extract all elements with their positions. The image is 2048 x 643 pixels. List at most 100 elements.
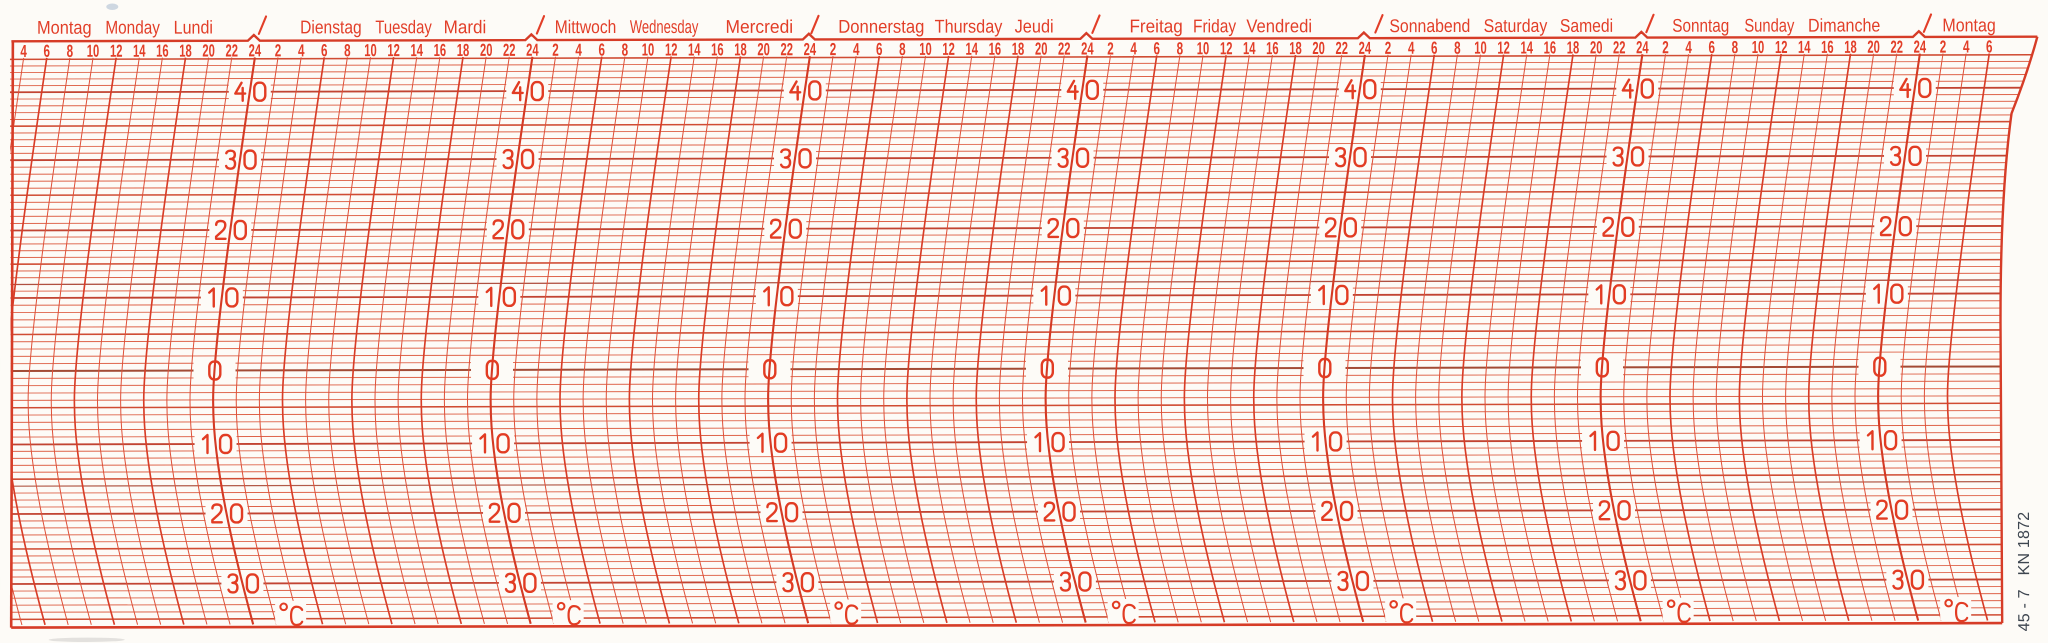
svg-text:10: 10: [87, 41, 100, 61]
svg-text:10: 10: [1197, 38, 1210, 58]
svg-text:24: 24: [526, 40, 539, 60]
svg-text:6: 6: [1154, 38, 1161, 58]
svg-text:14: 14: [1243, 38, 1256, 58]
svg-text:6: 6: [876, 39, 883, 59]
svg-text:20: 20: [1312, 38, 1325, 58]
svg-text:16: 16: [1266, 38, 1279, 58]
svg-text:16: 16: [711, 39, 724, 59]
svg-text:8: 8: [1732, 37, 1739, 57]
svg-text:20: 20: [1867, 37, 1880, 57]
svg-text:18: 18: [1567, 37, 1580, 57]
svg-text:2: 2: [552, 40, 559, 60]
svg-text:Sunday: Sunday: [1744, 15, 1795, 36]
svg-text:6: 6: [44, 41, 51, 61]
svg-text:10: 10: [1752, 37, 1765, 57]
svg-text:Jeudi: Jeudi: [1015, 16, 1054, 37]
svg-text:Mercredi: Mercredi: [725, 16, 793, 37]
svg-text:20: 20: [1035, 39, 1048, 59]
svg-text:4: 4: [1130, 38, 1137, 58]
svg-text:16: 16: [156, 41, 169, 61]
svg-text:2: 2: [1940, 37, 1947, 57]
svg-text:Sonntag: Sonntag: [1672, 15, 1729, 36]
svg-text:24: 24: [1081, 39, 1094, 59]
svg-text:10: 10: [1474, 38, 1487, 58]
svg-text:22: 22: [1336, 38, 1349, 58]
svg-text:4: 4: [575, 40, 582, 60]
svg-text:Vendredi: Vendredi: [1246, 15, 1312, 36]
svg-text:16: 16: [989, 39, 1002, 59]
svg-text:4: 4: [1408, 38, 1415, 58]
svg-text:22: 22: [226, 40, 239, 60]
svg-text:2: 2: [1385, 38, 1392, 58]
svg-text:22: 22: [1613, 37, 1626, 57]
svg-text:14: 14: [688, 39, 701, 59]
svg-text:Donnerstag: Donnerstag: [838, 16, 924, 37]
svg-text:14: 14: [411, 40, 424, 60]
svg-text:Freitag: Freitag: [1129, 15, 1182, 36]
svg-text:18: 18: [1012, 39, 1025, 59]
svg-text:Thursday: Thursday: [935, 16, 1003, 37]
svg-text:12: 12: [1775, 37, 1788, 57]
svg-text:24: 24: [249, 40, 262, 60]
svg-text:4: 4: [1685, 37, 1692, 57]
svg-text:8: 8: [899, 39, 906, 59]
svg-text:4: 4: [298, 40, 305, 60]
svg-text:45 - 7 KN 1872: 45 - 7 KN 1872: [2016, 512, 2033, 632]
svg-text:2: 2: [1107, 38, 1114, 58]
svg-text:2: 2: [1662, 37, 1669, 57]
svg-text:6: 6: [1986, 36, 1993, 56]
svg-text:Wednesday: Wednesday: [630, 16, 699, 37]
svg-text:Sonnabend: Sonnabend: [1389, 15, 1470, 36]
svg-text:12: 12: [1220, 38, 1233, 58]
svg-text:22: 22: [503, 40, 516, 60]
svg-text:8: 8: [622, 40, 629, 60]
svg-text:18: 18: [1289, 38, 1302, 58]
svg-text:20: 20: [202, 41, 215, 61]
svg-text:16: 16: [434, 40, 447, 60]
svg-text:Samedi: Samedi: [1560, 15, 1613, 36]
svg-text:20: 20: [1590, 37, 1603, 57]
svg-text:6: 6: [599, 40, 606, 60]
svg-text:10: 10: [364, 40, 377, 60]
svg-text:8: 8: [1177, 38, 1184, 58]
svg-text:Friday: Friday: [1193, 15, 1237, 36]
svg-text:8: 8: [1454, 38, 1461, 58]
svg-text:18: 18: [457, 40, 470, 60]
svg-text:6: 6: [321, 40, 328, 60]
svg-text:2: 2: [830, 39, 837, 59]
svg-text:12: 12: [1497, 38, 1510, 58]
svg-text:18: 18: [734, 39, 747, 59]
svg-text:4: 4: [20, 41, 27, 61]
svg-text:24: 24: [1914, 37, 1927, 57]
svg-text:Monday: Monday: [105, 17, 160, 38]
svg-text:20: 20: [757, 39, 770, 59]
svg-text:Lundi: Lundi: [174, 17, 213, 38]
svg-text:12: 12: [942, 39, 955, 59]
svg-text:Dienstag: Dienstag: [300, 16, 362, 37]
svg-text:Mardi: Mardi: [444, 16, 487, 37]
svg-text:24: 24: [804, 39, 817, 59]
svg-text:Dimanche: Dimanche: [1808, 15, 1880, 36]
svg-text:4: 4: [1963, 37, 1970, 57]
svg-text:8: 8: [344, 40, 351, 60]
svg-text:4: 4: [853, 39, 860, 59]
svg-text:6: 6: [1431, 38, 1438, 58]
svg-text:24: 24: [1359, 38, 1372, 58]
svg-text:16: 16: [1544, 37, 1557, 57]
svg-text:6: 6: [1709, 37, 1716, 57]
svg-text:14: 14: [133, 41, 146, 61]
svg-text:Tuesday: Tuesday: [375, 16, 432, 37]
svg-text:22: 22: [1058, 39, 1071, 59]
svg-text:10: 10: [642, 40, 655, 60]
svg-text:12: 12: [665, 39, 678, 59]
svg-text:Saturday: Saturday: [1484, 15, 1548, 36]
svg-text:8: 8: [67, 41, 74, 61]
svg-text:14: 14: [1521, 38, 1534, 58]
svg-text:22: 22: [781, 39, 794, 59]
svg-text:2: 2: [275, 40, 282, 60]
svg-text:Montag: Montag: [37, 17, 92, 38]
svg-text:14: 14: [966, 39, 979, 59]
svg-text:18: 18: [1844, 37, 1857, 57]
svg-text:24: 24: [1636, 37, 1649, 57]
svg-text:Montag: Montag: [1942, 14, 1996, 35]
